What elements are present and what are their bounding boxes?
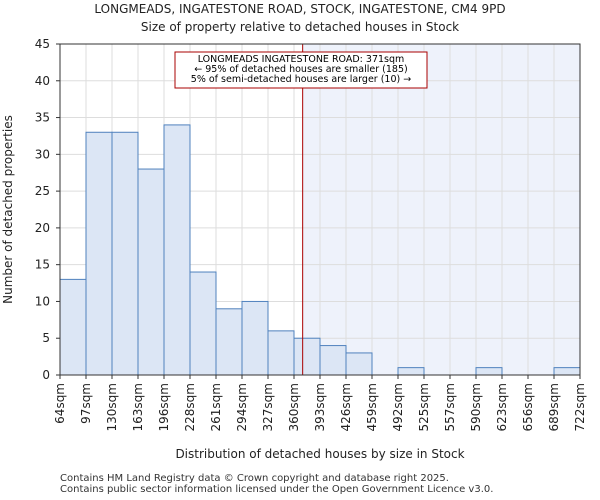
bar (189, 271, 217, 376)
x-tick-label: 360sqm (287, 383, 301, 431)
bar (553, 367, 581, 376)
x-tick-label: 590sqm (469, 383, 483, 431)
x-tick-label: 163sqm (131, 383, 145, 431)
bar (163, 124, 191, 376)
x-tick-label: 623sqm (495, 383, 509, 431)
chart-subtitle: Size of property relative to detached ho… (140, 20, 460, 34)
y-tick-label: 5 (42, 331, 50, 345)
bar (345, 352, 373, 376)
x-tick-label: 261sqm (209, 383, 223, 431)
x-tick-label: 228sqm (183, 383, 197, 431)
x-tick-label: 525sqm (417, 383, 431, 431)
footer-line-2: Contains public sector information licen… (60, 484, 494, 495)
bar (397, 367, 425, 376)
x-tick-label: 722sqm (573, 383, 587, 431)
x-tick-label: 426sqm (339, 383, 353, 431)
bar (241, 300, 269, 376)
x-tick-label: 64sqm (53, 383, 67, 424)
x-tick-label: 130sqm (105, 383, 119, 431)
annotation-line-3: 5% of semi-detached houses are larger (1… (191, 74, 411, 85)
x-tick-label: 656sqm (521, 383, 535, 431)
x-tick-label: 327sqm (261, 383, 275, 431)
y-tick-label: 45 (35, 37, 50, 51)
bar (137, 168, 165, 376)
bars (59, 124, 581, 376)
bar (267, 330, 295, 376)
highlight-region (302, 44, 580, 375)
bar (475, 367, 503, 376)
x-tick-label: 294sqm (235, 383, 249, 431)
x-tick-label: 492sqm (391, 383, 405, 431)
y-tick-label: 35 (35, 111, 50, 125)
y-axis-label: Number of detached properties (1, 115, 15, 304)
x-tick-label: 689sqm (547, 383, 561, 431)
x-axis-label: Distribution of detached houses by size … (175, 447, 464, 461)
annotation-box: LONGMEADS INGATESTONE ROAD: 371sqm ← 95%… (174, 51, 428, 89)
bar (293, 337, 321, 376)
y-tick-label: 25 (35, 184, 50, 198)
x-tick-label: 393sqm (313, 383, 327, 431)
x-tick-labels: 64sqm 97sqm 130sqm 163sqm 196sqm 228sqm 261sqm… (53, 375, 587, 431)
x-tick-label: 459sqm (365, 383, 379, 431)
y-tick-label: 30 (35, 147, 50, 161)
annotation-line-2: ← 95% of detached houses are smaller (18… (194, 64, 407, 75)
bar (319, 345, 347, 376)
x-tick-label: 196sqm (157, 383, 171, 431)
annotation-line-1: LONGMEADS INGATESTONE ROAD: 371sqm (198, 54, 405, 65)
x-tick-label: 557sqm (443, 383, 457, 431)
y-tick-label: 0 (42, 368, 50, 382)
bar (85, 131, 113, 376)
x-tick-label: 97sqm (79, 383, 93, 424)
y-tick-label: 20 (35, 221, 50, 235)
chart-title: LONGMEADS, INGATESTONE ROAD, STOCK, INGA… (94, 2, 506, 16)
y-tick-label: 10 (35, 294, 50, 308)
bar (59, 278, 87, 376)
y-tick-label: 40 (35, 74, 50, 88)
footer-line-1: Contains HM Land Registry data © Crown c… (60, 473, 449, 484)
bar (215, 308, 243, 376)
bar (111, 131, 139, 376)
y-tick-labels: 0 5 10 15 20 25 30 35 40 45 (35, 37, 60, 382)
y-tick-label: 15 (35, 258, 50, 272)
